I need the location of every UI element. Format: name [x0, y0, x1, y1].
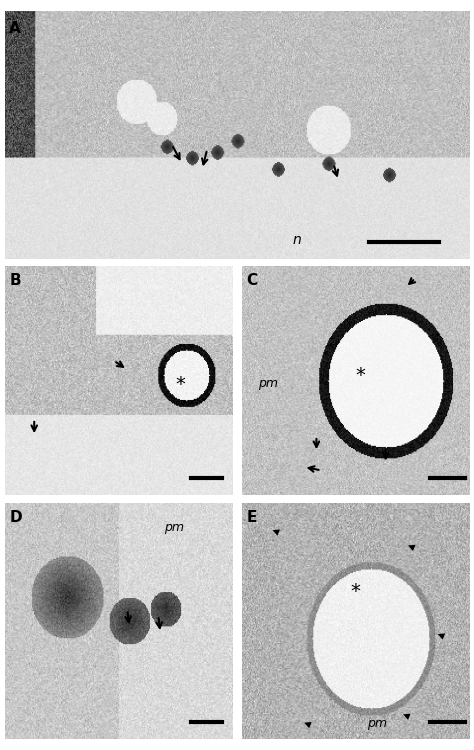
Text: pm: pm	[164, 520, 184, 534]
Text: pm: pm	[258, 377, 278, 391]
Text: A: A	[9, 21, 21, 36]
Text: C: C	[246, 273, 257, 288]
Text: D: D	[9, 509, 22, 524]
Text: E: E	[246, 509, 256, 524]
Text: *: *	[355, 366, 365, 385]
Text: pm: pm	[367, 717, 387, 730]
Text: B: B	[9, 273, 21, 288]
Text: *: *	[351, 582, 360, 601]
Text: *: *	[175, 375, 185, 394]
Text: n: n	[293, 233, 301, 247]
